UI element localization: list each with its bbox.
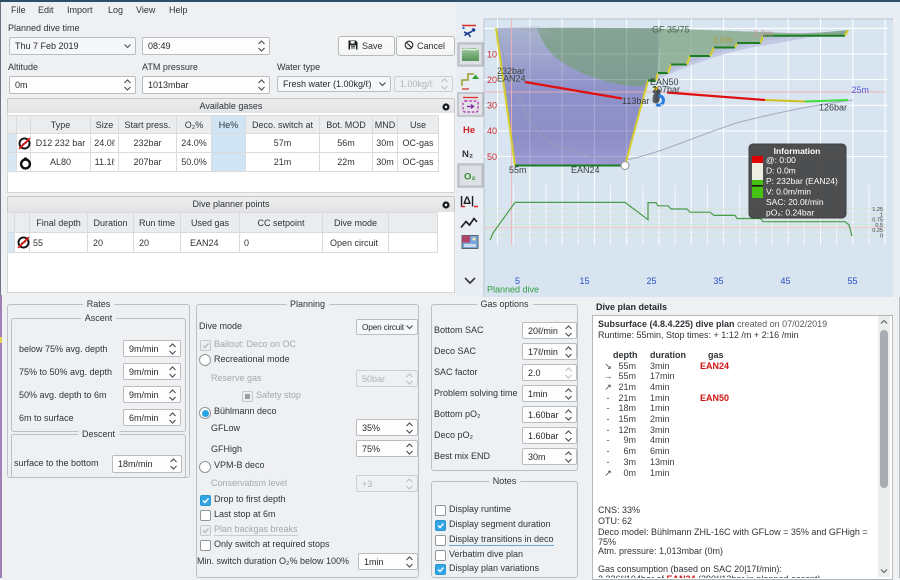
svg-text:EAN50: EAN50	[650, 77, 679, 87]
svg-text:O₂: O₂	[464, 172, 476, 183]
svg-text:EAN24: EAN24	[571, 165, 600, 175]
svg-text:He: He	[463, 125, 475, 136]
svg-text:SAC: 20.0ℓ/min: SAC: 20.0ℓ/min	[766, 197, 824, 207]
svg-text:@: 0:00: @: 0:00	[766, 155, 796, 165]
svg-text:126bar: 126bar	[819, 103, 847, 113]
svg-text:25: 25	[646, 276, 656, 286]
svg-text:0.5: 0.5	[875, 223, 883, 229]
svg-text:N₂: N₂	[462, 149, 473, 160]
svg-text:0.75: 0.75	[872, 218, 883, 224]
svg-text:35: 35	[713, 276, 723, 286]
svg-text:P: 232bar (EAN24): P: 232bar (EAN24)	[766, 176, 838, 186]
svg-text:20: 20	[487, 75, 497, 85]
svg-text:40: 40	[487, 126, 497, 136]
svg-text:Information: Information	[774, 146, 821, 156]
svg-text:10: 10	[487, 49, 497, 59]
svg-text:GF 35/75: GF 35/75	[652, 25, 690, 35]
svg-text:|Δ|: |Δ|	[460, 195, 474, 207]
svg-text:25m: 25m	[851, 85, 869, 95]
svg-text:V: 0.0m/min: V: 0.0m/min	[766, 187, 811, 197]
svg-text:pO₂: 0.24bar: pO₂: 0.24bar	[766, 208, 814, 218]
svg-text:55m: 55m	[509, 165, 527, 175]
svg-text:5: 5	[515, 276, 520, 286]
svg-text:1: 1	[880, 213, 883, 219]
svg-text:0.25: 0.25	[872, 228, 883, 234]
svg-text:15: 15	[579, 276, 589, 286]
svg-text:3.0m: 3.0m	[753, 29, 773, 39]
svg-text:45: 45	[780, 276, 790, 286]
svg-text:0: 0	[880, 234, 883, 240]
svg-text:50: 50	[487, 152, 497, 162]
svg-text:D: 0.0m: D: 0.0m	[766, 166, 796, 176]
svg-text:30: 30	[487, 101, 497, 111]
svg-text:1.25: 1.25	[872, 207, 883, 213]
svg-text:Planned dive: Planned dive	[487, 285, 539, 295]
svg-text:207bar: 207bar	[652, 85, 680, 95]
svg-text:232bar: 232bar	[497, 66, 525, 76]
svg-text:55: 55	[847, 276, 857, 286]
svg-text:EAN24: EAN24	[497, 74, 526, 84]
svg-text:113bar: 113bar	[622, 96, 649, 106]
svg-text:6.0m: 6.0m	[713, 35, 733, 45]
